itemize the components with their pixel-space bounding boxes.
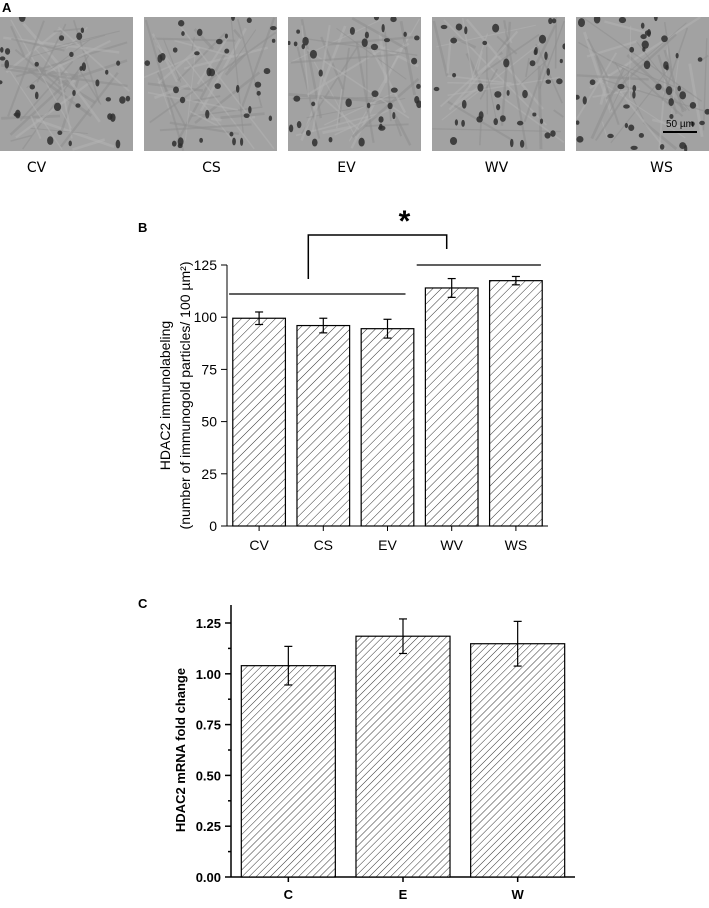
panel-a-letter: A [2,0,12,15]
b-xtick-label-cv: CV [249,537,269,553]
c-ytick-label: 1.25 [196,616,221,631]
c-ytick-label: 0.75 [196,718,221,733]
micrograph-cv [0,17,133,151]
b-ytick-label: 100 [194,309,218,325]
c-ytick-label: 0.50 [196,768,221,783]
b-xtick-label-ev: EV [378,537,397,553]
c-xtick-label-w: W [512,887,525,902]
c-xtick-label-c: C [284,887,294,902]
b-ytick-label: 50 [201,414,217,430]
micrograph-ev-texture [288,17,421,151]
micrograph-ws-texture [576,17,709,151]
micrograph-cs [144,17,277,151]
micrograph-ev [288,17,421,151]
micrograph-wv-texture [432,17,565,151]
chart-c: 0.00 0.25 0.50 0.75 1.00 1.25 C E W HDAC2 mRNA fo… [173,605,575,902]
b-xtick-label-wv: WV [440,537,463,553]
micrograph-label-cv: CV [26,160,47,176]
c-ytick-label: 0.25 [196,819,221,834]
b-ytick-label: 0 [209,518,217,534]
b-xtick-label-cs: CS [314,537,333,553]
b-ytick-label: 125 [194,257,218,273]
b-significance-bracket [307,234,448,279]
micrograph-label-ws: WS [650,160,673,176]
micrograph-ws: 50 µm [576,17,709,151]
c-bar-w [470,643,566,878]
b-bar-ws [488,280,543,527]
c-ytick-label: 1.00 [196,667,221,682]
micrograph-cs-texture [144,17,277,151]
micrograph-label-wv: WV [484,160,509,176]
chart-b: 0 25 50 75 100 125 CV CS EV WV WS HDAC2 immunolabel… [157,205,548,553]
b-bar-ev [360,328,415,527]
b-bar-cs [296,324,351,527]
panel-b-letter: B [138,220,148,235]
b-ytick-label: 25 [201,466,217,482]
b-ylabel: HDAC2 immunolabeling [157,321,173,470]
b-ytick-label: 75 [201,361,217,377]
micrograph-wv [432,17,565,151]
c-ylabel: HDAC2 mRNA fold change [173,668,188,832]
b-significance-star: * [399,205,411,238]
b-xtick-label-ws: WS [505,537,528,553]
c-bar-c [240,665,336,878]
micrograph-label-ev: EV [337,160,356,176]
c-ytick-label: 0.00 [196,870,221,885]
b-bar-cv [232,317,287,527]
scale-bar: 50 µm [663,119,697,133]
b-bar-wv [424,287,479,527]
panel-c-letter: C [138,596,148,611]
c-xtick-label-e: E [399,887,408,902]
c-bar-e [355,635,451,878]
micrograph-label-cs: CS [202,160,221,176]
b-ylabel-units: (number of immunogold particles/ 100 µm²… [177,262,193,530]
micrograph-cv-texture [0,17,133,151]
